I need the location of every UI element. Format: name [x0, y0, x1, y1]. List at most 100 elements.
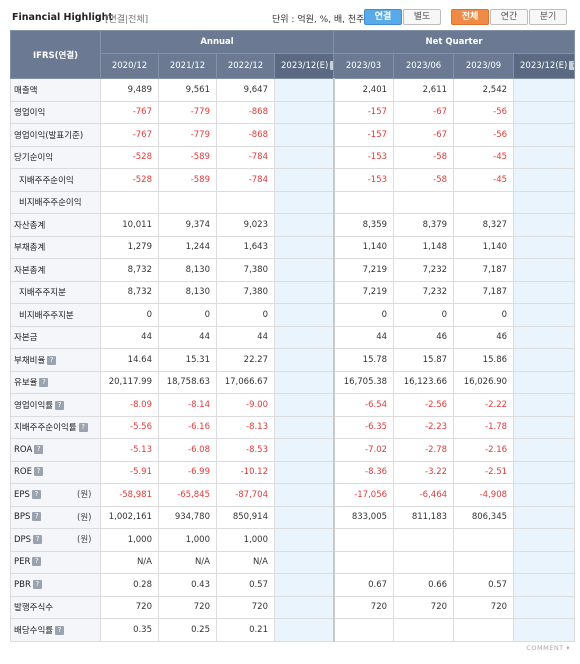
annual-value-cell: -6.99: [158, 460, 217, 484]
quarter-value-cell: [513, 483, 576, 507]
annual-value-cell: [273, 618, 335, 642]
help-icon[interactable]: ?: [32, 579, 42, 589]
comment-toggle[interactable]: COMMENT ▾: [526, 644, 570, 652]
annual-value-cell: 9,561: [158, 78, 217, 102]
annual-value-cell: -779: [158, 100, 217, 124]
quarter-value-cell: 1,140: [332, 235, 395, 259]
help-icon[interactable]: ?: [78, 423, 88, 433]
help-icon[interactable]: ?: [55, 400, 65, 410]
annual-value-cell: 8,732: [100, 258, 159, 282]
table-row: 발행주식수 720 720 720 720 720 720: [10, 595, 576, 619]
quarter-value-cell: [513, 595, 576, 619]
consolidated-button[interactable]: 연결: [364, 9, 402, 25]
annual-value-cell: 22.27: [216, 348, 275, 372]
help-icon[interactable]: ?: [330, 61, 333, 70]
help-icon[interactable]: ?: [34, 444, 44, 454]
annual-value-cell: [273, 483, 335, 507]
annual-value-cell: [273, 303, 335, 327]
quarter-value-cell: 8,359: [332, 213, 395, 237]
quarter-value-cell: [513, 280, 576, 304]
annual-value-cell: 8,130: [158, 280, 217, 304]
annual-value-cell: -5.56: [100, 415, 159, 439]
table-row: 지배주주순이익률? -5.56 -6.16 -8.13 -6.35 -2.23 -1.78: [10, 415, 576, 439]
help-icon[interactable]: ?: [33, 534, 43, 544]
quarter-value-cell: [513, 528, 576, 552]
quarter-value-cell: -157: [332, 123, 395, 147]
quarter-value-cell: 16,026.90: [453, 370, 515, 394]
annual-value-cell: 8,130: [158, 258, 217, 282]
quarter-value-cell: 2,611: [393, 78, 455, 102]
annual-value-cell: -767: [100, 100, 159, 124]
quarter-value-cell: [513, 348, 576, 372]
table-row: ROE? -5.91 -6.99 -10.12 -8.36 -3.22 -2.51: [10, 460, 576, 484]
period-quarter-button[interactable]: 분기: [529, 9, 567, 25]
quarter-value-cell: [513, 573, 576, 597]
table-row: 영업이익 -767 -779 -868 -157 -67 -56: [10, 100, 576, 124]
help-icon[interactable]: ?: [32, 557, 42, 567]
help-icon[interactable]: ?: [32, 512, 42, 522]
annual-value-cell: 9,489: [100, 78, 159, 102]
quarter-value-cell: [513, 550, 576, 574]
annual-value-cell: [273, 438, 335, 462]
annual-value-cell: [100, 190, 159, 214]
help-icon[interactable]: ?: [39, 378, 49, 388]
quarter-value-cell: -58: [393, 168, 455, 192]
annual-value-cell: -5.91: [100, 460, 159, 484]
row-label: ROE?: [10, 460, 101, 484]
help-icon[interactable]: ?: [47, 355, 57, 365]
annual-value-cell: -6.16: [158, 415, 217, 439]
help-icon[interactable]: ?: [31, 489, 41, 499]
quarter-value-cell: 0: [332, 303, 395, 327]
table-row: ROA? -5.13 -6.08 -8.53 -7.02 -2.78 -2.16: [10, 438, 576, 462]
quarter-value-cell: [453, 528, 515, 552]
annual-value-cell: N/A: [216, 550, 275, 574]
annual-value-cell: -8.14: [158, 393, 217, 417]
quarter-column-header: 2023/09: [453, 53, 515, 79]
quarter-value-cell: 7,187: [453, 280, 515, 304]
annual-value-cell: 1,000: [158, 528, 217, 552]
row-label: 자산총계: [10, 213, 101, 237]
annual-value-cell: 0: [100, 303, 159, 327]
quarter-value-cell: [513, 325, 576, 349]
annual-value-cell: [273, 528, 335, 552]
annual-value-cell: [216, 190, 275, 214]
help-icon[interactable]: ?: [55, 625, 65, 635]
separate-button[interactable]: 별도: [403, 9, 441, 25]
period-all-button[interactable]: 전체: [451, 9, 489, 25]
help-icon[interactable]: ?: [569, 61, 574, 70]
annual-value-cell: 0.35: [100, 618, 159, 642]
unit-text: 단위 : 억원, %, 배, 천주: [272, 15, 365, 25]
annual-value-cell: [273, 168, 335, 192]
quarter-value-cell: 7,232: [393, 280, 455, 304]
quarter-value-cell: -56: [453, 100, 515, 124]
quarter-value-cell: 44: [332, 325, 395, 349]
quarter-value-cell: [332, 528, 395, 552]
table-row: 부채비율? 14.64 15.31 22.27 15.78 15.87 15.86: [10, 348, 576, 372]
annual-value-cell: -5.13: [100, 438, 159, 462]
quarter-value-cell: 720: [453, 595, 515, 619]
quarter-value-cell: [332, 190, 395, 214]
annual-value-cell: [158, 190, 217, 214]
quarter-value-cell: [393, 550, 455, 574]
period-annual-button[interactable]: 연간: [490, 9, 528, 25]
quarter-value-cell: [332, 550, 395, 574]
quarter-value-cell: -157: [332, 100, 395, 124]
help-icon[interactable]: ?: [33, 467, 43, 477]
annual-value-cell: [273, 213, 335, 237]
annual-value-cell: [273, 595, 335, 619]
section-title: Financial Highlight: [12, 12, 113, 23]
quarter-value-cell: -6.35: [332, 415, 395, 439]
quarter-value-cell: -17,056: [332, 483, 395, 507]
annual-column-header: 2023/12(E)?: [273, 53, 335, 79]
row-label: DPS? (원): [10, 528, 101, 552]
annual-value-cell: 9,374: [158, 213, 217, 237]
annual-value-cell: -8.13: [216, 415, 275, 439]
row-label: 자본금: [10, 325, 101, 349]
quarter-value-cell: -2.16: [453, 438, 515, 462]
quarter-value-cell: -153: [332, 145, 395, 169]
row-label: 영업이익률?: [10, 393, 101, 417]
table-row: 영업이익(발표기준) -767 -779 -868 -157 -67 -56: [10, 123, 576, 147]
quarter-value-cell: -8.36: [332, 460, 395, 484]
quarter-value-cell: 720: [332, 595, 395, 619]
table-row: EPS? (원) -58,981 -65,845 -87,704 -17,056 -6,46…: [10, 483, 576, 507]
